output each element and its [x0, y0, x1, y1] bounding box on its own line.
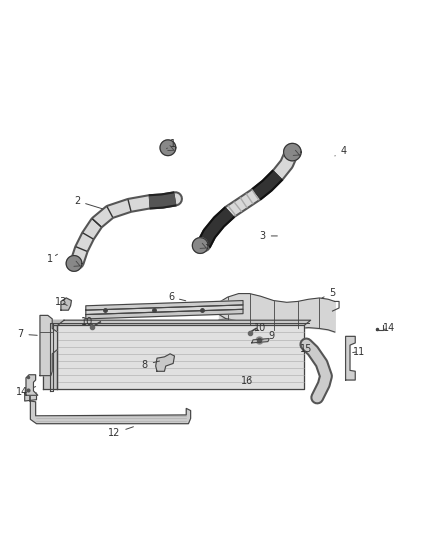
Text: 6: 6 — [168, 292, 186, 302]
Text: 7: 7 — [17, 329, 37, 339]
Polygon shape — [86, 301, 243, 310]
Polygon shape — [252, 338, 269, 343]
Polygon shape — [61, 298, 71, 310]
Polygon shape — [43, 320, 64, 326]
Polygon shape — [57, 320, 311, 326]
Text: 10: 10 — [254, 324, 267, 334]
Text: 14: 14 — [16, 386, 35, 397]
Text: 8: 8 — [142, 360, 159, 370]
Polygon shape — [155, 354, 174, 372]
Text: 11: 11 — [353, 346, 365, 357]
Polygon shape — [86, 305, 243, 314]
Polygon shape — [57, 326, 304, 389]
Text: 14: 14 — [383, 324, 396, 334]
Polygon shape — [43, 326, 57, 389]
Polygon shape — [40, 316, 57, 376]
Text: 10: 10 — [81, 317, 93, 327]
Text: 3: 3 — [260, 231, 277, 241]
Text: 13: 13 — [55, 297, 67, 308]
Text: 12: 12 — [108, 427, 134, 438]
Text: 2: 2 — [74, 196, 103, 209]
Text: 1: 1 — [166, 139, 176, 149]
Text: 9: 9 — [263, 332, 275, 341]
Text: 15: 15 — [300, 344, 312, 354]
Text: 1: 1 — [201, 238, 211, 247]
Polygon shape — [25, 393, 36, 401]
Polygon shape — [86, 309, 243, 319]
Polygon shape — [26, 375, 38, 395]
Polygon shape — [346, 336, 355, 380]
Polygon shape — [284, 143, 301, 161]
Text: 4: 4 — [335, 146, 346, 156]
Text: 5: 5 — [322, 288, 336, 298]
Polygon shape — [30, 401, 191, 424]
Text: 1: 1 — [46, 254, 57, 264]
Polygon shape — [160, 140, 176, 156]
Text: 16: 16 — [241, 376, 254, 386]
Polygon shape — [66, 256, 82, 271]
Polygon shape — [192, 238, 208, 253]
